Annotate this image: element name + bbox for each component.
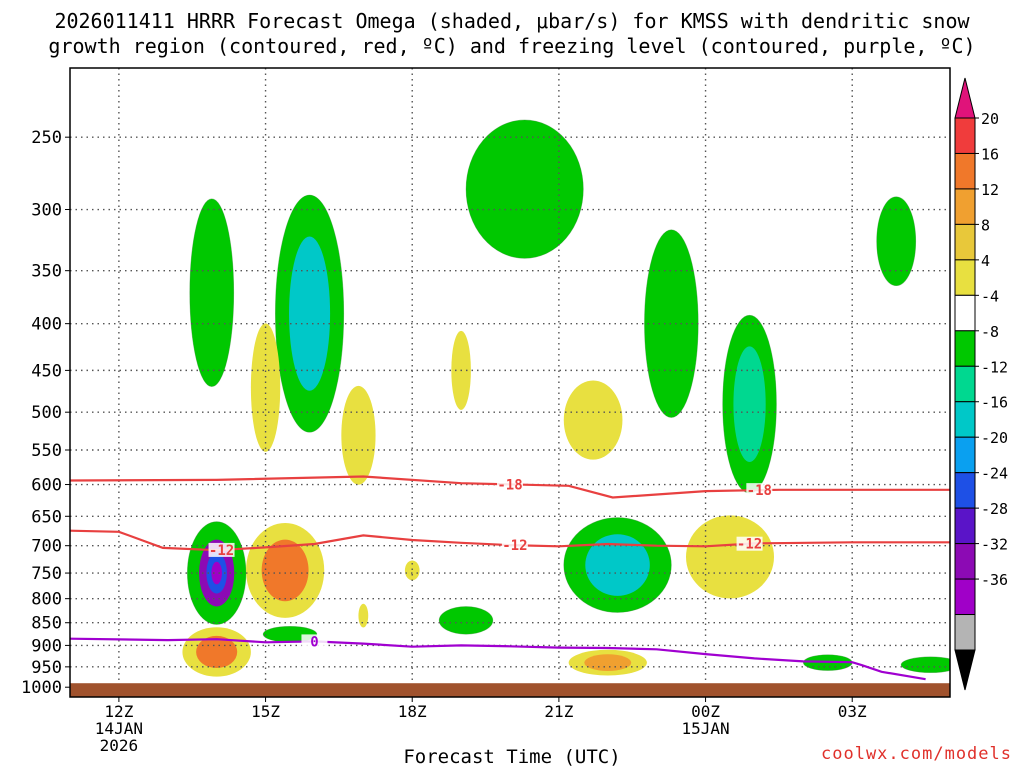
omega-region-outer — [341, 385, 376, 485]
x-tick-label: 2026 — [100, 736, 139, 755]
colorbar-swatch — [954, 365, 976, 403]
omega-region-core — [584, 654, 632, 672]
y-tick-label: 250 — [31, 128, 62, 148]
colorbar-label: -4 — [981, 287, 999, 305]
y-tick-label: 600 — [31, 476, 62, 496]
contour-label: -12 — [209, 543, 234, 559]
x-tick-label: 21Z — [544, 702, 573, 721]
colorbar-label: -28 — [981, 500, 1008, 518]
colorbar-swatch — [954, 330, 976, 367]
contour-label-bg — [497, 477, 523, 492]
colorbar-label: -36 — [981, 571, 1008, 589]
y-tick-label: 300 — [31, 201, 62, 221]
colorbar-label: 12 — [981, 181, 999, 199]
plot-area: -18 -18 -12 -12 -12 0 — [70, 68, 950, 697]
colorbar-label: -12 — [981, 358, 1008, 376]
y-tick-label: 1000 — [21, 678, 62, 698]
colorbar-swatch — [954, 401, 976, 438]
contour-label: -12 — [737, 537, 762, 553]
omega-region-core — [585, 534, 650, 596]
omega-region-outer — [438, 606, 494, 635]
y-tick-label: 650 — [31, 507, 62, 527]
x-tick-label: 18Z — [398, 702, 427, 721]
contour-label-bg — [746, 483, 773, 498]
y-tick-label: 950 — [31, 658, 62, 678]
contour-label: 0 — [310, 634, 318, 650]
x-tick-label: 15JAN — [681, 719, 729, 738]
omega-region-max — [211, 561, 222, 585]
x-axis-label: Forecast Time (UTC) — [403, 746, 621, 768]
omega-region-core — [289, 236, 331, 391]
colorbar-label: 8 — [981, 216, 990, 234]
omega-region-outer — [189, 198, 235, 387]
colorbar-swatch — [954, 472, 976, 509]
plot-frame — [69, 67, 951, 698]
omega-region-outer — [465, 119, 584, 259]
x-tick-label: 03Z — [838, 702, 867, 721]
omega-region-outer — [358, 603, 369, 628]
colorbar-label: 16 — [981, 145, 999, 163]
colorbar-label: -32 — [981, 536, 1008, 554]
y-tick-label: 400 — [31, 315, 62, 335]
colorbar-swatch — [954, 223, 976, 261]
contour-label: -12 — [502, 538, 527, 554]
y-tick-label: 750 — [31, 564, 62, 584]
y-tick-label: 450 — [31, 361, 62, 381]
colorbar-swatch — [954, 152, 976, 190]
contour-label-bg — [208, 542, 235, 557]
y-tick-label: 500 — [31, 403, 62, 423]
colorbar-swatch — [954, 578, 976, 616]
colorbar-label: -8 — [981, 323, 999, 341]
omega-region-core — [196, 635, 238, 669]
colorbar-label: -24 — [981, 465, 1008, 483]
colorbar-swatch — [954, 294, 976, 332]
colorbar-swatch — [954, 614, 976, 651]
colorbar-swatch — [954, 436, 976, 474]
chart-title-line-2: growth region (contoured, red, ºC) and f… — [48, 34, 976, 58]
omega-region-outer — [644, 229, 699, 418]
source-credit[interactable]: coolwx.com/models — [821, 744, 1012, 764]
colorbar-label: 4 — [981, 252, 990, 270]
colorbar-label: -20 — [981, 429, 1008, 447]
omega-region-outer — [900, 656, 950, 673]
contour-line — [70, 637, 926, 681]
y-tick-label: 800 — [31, 590, 62, 610]
y-tick-label: 700 — [31, 537, 62, 557]
omega-region-outer — [876, 196, 917, 287]
contour-label: -18 — [747, 483, 772, 499]
contour-label-bg — [301, 634, 328, 649]
x-tick-label: 14JAN — [95, 719, 143, 738]
x-tick-label: 00Z — [691, 702, 720, 721]
colorbar-swatch — [954, 188, 976, 225]
contour-line — [70, 529, 950, 552]
terrain-fill — [70, 683, 950, 697]
contour-label: -18 — [497, 477, 522, 493]
x-tick-label: 12Z — [104, 702, 133, 721]
chart-title-line-1: 2026011411 HRRR Forecast Omega (shaded, … — [54, 9, 970, 33]
colorbar-swatch — [954, 117, 976, 154]
y-tick-label: 550 — [31, 441, 62, 461]
omega-region-core — [733, 346, 766, 462]
colorbar-swatch — [954, 507, 976, 545]
omega-region-outer — [404, 560, 420, 581]
omega-region-core — [261, 539, 309, 602]
colorbar-label: 20 — [981, 110, 999, 128]
omega-region-outer — [563, 380, 623, 460]
y-tick-label: 900 — [31, 636, 62, 656]
contour-label-bg — [501, 538, 528, 553]
contour-label-bg — [736, 536, 763, 551]
colorbar-bottom-arrow — [954, 649, 976, 691]
omega-region-outer — [686, 515, 774, 599]
colorbar-label: -16 — [981, 394, 1008, 412]
colorbar-swatch — [954, 259, 976, 296]
colorbar-top-arrow — [954, 77, 976, 119]
y-tick-label: 850 — [31, 614, 62, 634]
x-tick-label: 15Z — [251, 702, 280, 721]
y-tick-label: 350 — [31, 262, 62, 282]
colorbar-swatch — [954, 543, 976, 580]
